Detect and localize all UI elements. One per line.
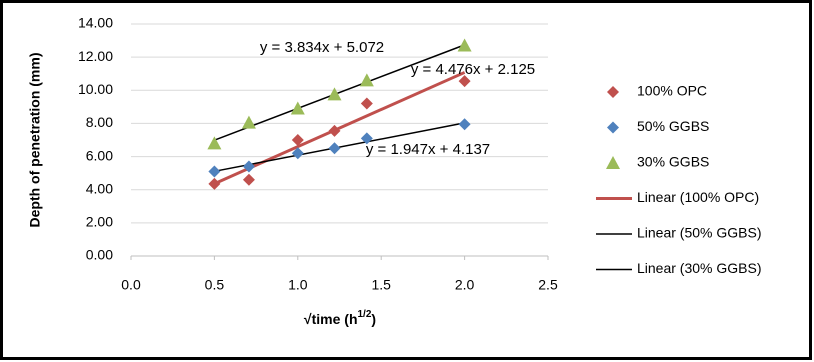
trendline	[214, 44, 465, 141]
y-tick-label: 8.00	[86, 114, 113, 130]
data-point	[242, 173, 255, 186]
data-point	[360, 97, 373, 110]
data-point	[242, 160, 255, 173]
x-axis-title-main: √time (h	[304, 311, 358, 327]
x-tick-label: 2.5	[538, 277, 558, 293]
data-point	[241, 115, 256, 129]
trendline-equation: y = 1.947x + 4.137	[366, 141, 490, 158]
legend-label: 100% OPC	[637, 83, 707, 99]
data-point	[458, 75, 471, 88]
legend-label: Linear (50% GGBS)	[637, 225, 762, 241]
data-point	[327, 87, 342, 101]
legend-label: 30% GGBS	[637, 154, 709, 170]
legend-marker	[607, 86, 619, 98]
data-point	[359, 73, 374, 87]
data-point	[328, 124, 341, 137]
x-axis-title-end: )	[371, 311, 376, 327]
y-tick-label: 0.00	[86, 247, 113, 263]
y-tick-label: 10.00	[78, 81, 113, 97]
y-tick-label: 12.00	[78, 48, 113, 64]
y-axis-title: Depth of penetration (mm)	[27, 53, 43, 228]
data-point	[291, 134, 304, 146]
data-point	[290, 101, 305, 115]
y-tick-label: 6.00	[86, 147, 113, 163]
legend-label: Linear (30% GGBS)	[637, 260, 762, 276]
x-axis-title: √time (h1/2)	[304, 309, 376, 327]
y-tick-label: 4.00	[86, 180, 113, 196]
data-point	[207, 136, 222, 150]
data-point	[458, 118, 471, 131]
x-tick-label: 1.0	[288, 277, 308, 293]
y-tick-label: 2.00	[86, 214, 113, 230]
trendline	[213, 71, 466, 186]
x-axis-title-sup: 1/2	[358, 309, 372, 320]
data-point	[360, 132, 373, 145]
trendline	[214, 122, 465, 173]
y-tick-label: 14.00	[78, 15, 113, 31]
legend-marker	[606, 156, 620, 169]
trendline-equation: y = 4.476x + 2.125	[411, 61, 535, 78]
data-point	[291, 147, 304, 160]
legend-label: 50% GGBS	[637, 118, 709, 134]
x-tick-label: 1.5	[371, 277, 391, 293]
data-point	[208, 177, 221, 190]
x-tick-label: 0.0	[121, 277, 141, 293]
legend-label: Linear (100% OPC)	[637, 189, 759, 205]
legend-marker	[607, 121, 619, 134]
x-tick-label: 0.5	[205, 277, 225, 293]
trendline-equation: y = 3.834x + 5.072	[260, 39, 384, 56]
data-point	[208, 165, 221, 178]
data-point	[328, 142, 341, 155]
x-tick-label: 2.0	[455, 277, 475, 293]
data-point	[457, 38, 472, 52]
